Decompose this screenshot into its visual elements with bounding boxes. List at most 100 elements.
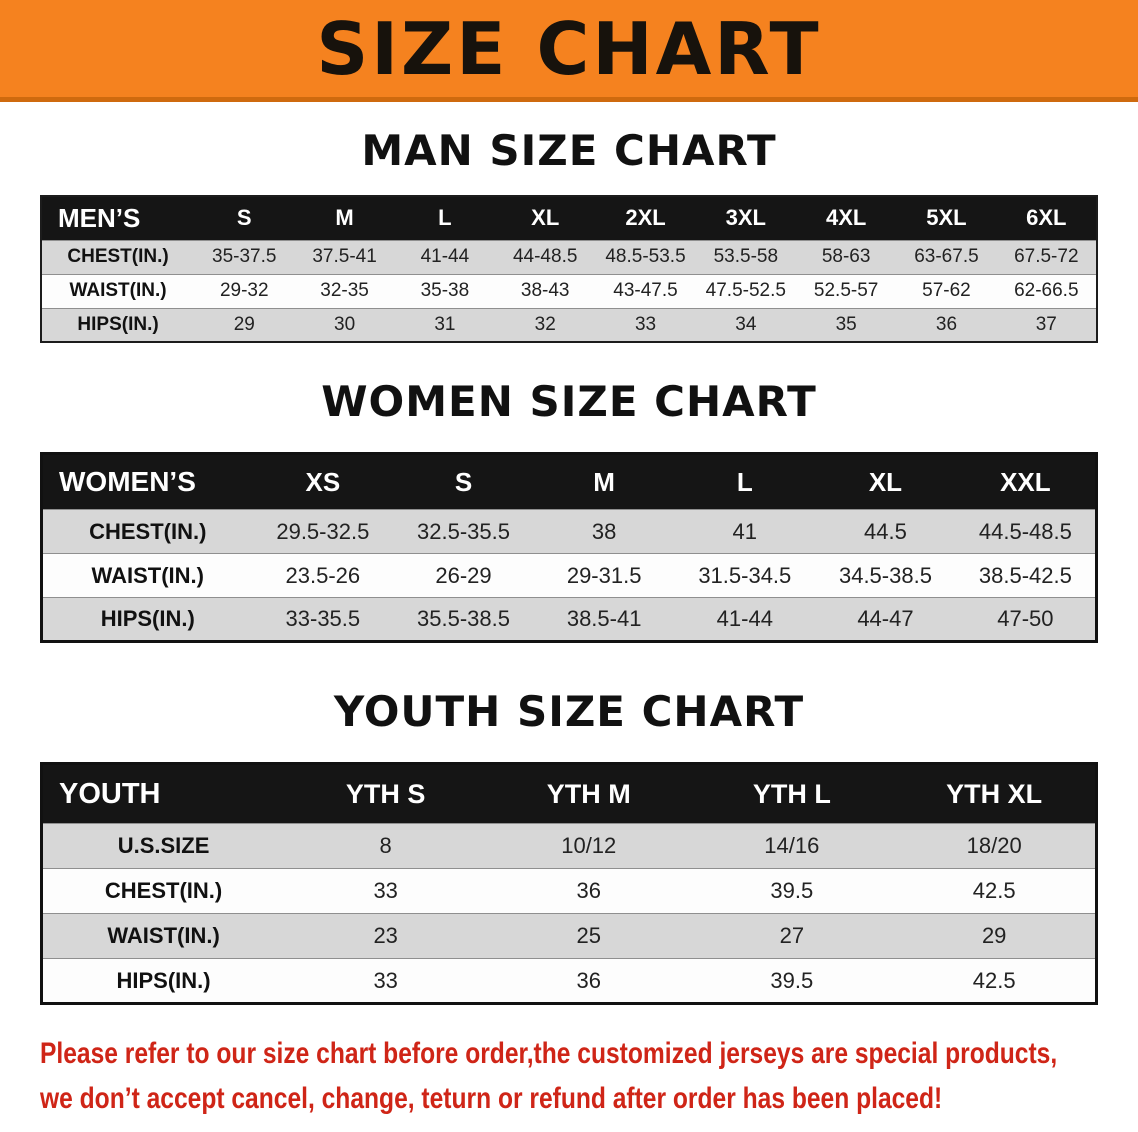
value-cell: 39.5 [690, 868, 894, 914]
measurement-row: WAIST(IN.) 29-32 32-35 35-38 38-43 43-47.5 47.… [41, 273, 1097, 308]
measurement-row: U.S.SIZE 8 10/12 14/16 18/20 [41, 823, 1097, 869]
measurement-row: HIPS(IN.) 33 36 39.5 42.5 [41, 958, 1097, 1004]
measurement-row: CHEST(IN.) 33 36 39.5 42.5 [41, 868, 1097, 914]
size-header-cell: XXL [955, 453, 1097, 510]
women-size-heading: WOMEN SIZE CHART [321, 377, 817, 426]
size-header-cell: XL [815, 453, 956, 510]
value-cell: 26-29 [393, 553, 534, 598]
measurement-row: CHEST(IN.) 29.5-32.5 32.5-35.5 38 41 44.5 44.5… [41, 509, 1097, 554]
value-cell: 31 [394, 307, 496, 342]
page-title: SIZE CHART [316, 6, 822, 91]
value-cell: 44-47 [815, 597, 956, 642]
row-label-cell: HIPS(IN.) [41, 307, 195, 342]
value-cell: 30 [294, 307, 395, 342]
value-cell: 38.5-42.5 [955, 553, 1097, 598]
value-cell: 23 [284, 913, 488, 959]
measurement-row: WAIST(IN.) 23 25 27 29 [41, 913, 1097, 959]
value-cell: 33-35.5 [252, 597, 394, 642]
size-header-cell: 3XL [695, 196, 796, 240]
size-header-cell: 2XL [595, 196, 696, 240]
size-header-cell: XL [495, 196, 596, 240]
value-cell: 27 [690, 913, 894, 959]
value-cell: 8 [284, 823, 488, 869]
value-cell: 37 [996, 307, 1097, 342]
value-cell: 32-35 [294, 273, 395, 308]
table-title-cell: YOUTH [41, 763, 285, 824]
value-cell: 29.5-32.5 [252, 509, 394, 554]
banner: SIZE CHART [0, 0, 1138, 102]
value-cell: 23.5-26 [252, 553, 394, 598]
size-header-cell: L [394, 196, 496, 240]
value-cell: 39.5 [690, 958, 894, 1004]
value-cell: 36 [487, 958, 691, 1004]
value-cell: 35-37.5 [194, 239, 295, 274]
measurement-row: HIPS(IN.) 29 30 31 32 33 34 35 36 37 [41, 307, 1097, 342]
youth-size-section: YOUTH SIZE CHART YOUTH YTH S YTH M YTH L YTH… [0, 687, 1138, 1005]
value-cell: 57-62 [896, 273, 997, 308]
row-label-cell: HIPS(IN.) [41, 597, 253, 642]
value-cell: 38 [533, 509, 675, 554]
size-header-cell: S [194, 196, 295, 240]
youth-size-heading: YOUTH SIZE CHART [333, 687, 805, 736]
value-cell: 29-32 [194, 273, 295, 308]
value-cell: 44.5-48.5 [955, 509, 1097, 554]
row-label-cell: U.S.SIZE [41, 823, 285, 869]
value-cell: 38.5-41 [533, 597, 675, 642]
table-title-cell: MEN’S [41, 196, 195, 240]
value-cell: 35-38 [394, 273, 496, 308]
row-label-cell: CHEST(IN.) [41, 868, 285, 914]
value-cell: 36 [896, 307, 997, 342]
row-label-cell: CHEST(IN.) [41, 509, 253, 554]
value-cell: 36 [487, 868, 691, 914]
value-cell: 37.5-41 [294, 239, 395, 274]
size-header-cell: M [533, 453, 675, 510]
value-cell: 63-67.5 [896, 239, 997, 274]
measurement-row: CHEST(IN.) 35-37.5 37.5-41 41-44 44-48.5 48.5… [41, 239, 1097, 274]
value-cell: 41 [674, 509, 816, 554]
row-label-cell: CHEST(IN.) [41, 239, 195, 274]
women-size-section: WOMEN SIZE CHART WOMEN’S XS S M L XL XXL CHEST(… [0, 377, 1138, 643]
size-header-cell: 5XL [896, 196, 997, 240]
value-cell: 25 [487, 913, 691, 959]
value-cell: 42.5 [893, 868, 1097, 914]
value-cell: 31.5-34.5 [674, 553, 816, 598]
disclaimer: Please refer to our size chart before or… [40, 1031, 1138, 1121]
row-label-cell: WAIST(IN.) [41, 553, 253, 598]
value-cell: 10/12 [487, 823, 691, 869]
table-header-row: WOMEN’S XS S M L XL XXL [41, 453, 1097, 510]
disclaimer-line-2: we don’t accept cancel, change, teturn o… [40, 1082, 943, 1115]
size-header-cell: S [393, 453, 534, 510]
value-cell: 29 [194, 307, 295, 342]
size-header-cell: YTH M [487, 763, 691, 824]
value-cell: 42.5 [893, 958, 1097, 1004]
value-cell: 34 [695, 307, 796, 342]
value-cell: 53.5-58 [695, 239, 796, 274]
size-header-cell: 4XL [795, 196, 897, 240]
row-label-cell: WAIST(IN.) [41, 913, 285, 959]
women-size-table: WOMEN’S XS S M L XL XXL CHEST(IN.) 29.5-32.5 32.5… [40, 452, 1098, 643]
value-cell: 35.5-38.5 [393, 597, 534, 642]
value-cell: 38-43 [495, 273, 596, 308]
disclaimer-line-1: Please refer to our size chart before or… [40, 1037, 1058, 1070]
row-label-cell: WAIST(IN.) [41, 273, 195, 308]
value-cell: 41-44 [394, 239, 496, 274]
value-cell: 67.5-72 [996, 239, 1097, 274]
value-cell: 29 [893, 913, 1097, 959]
value-cell: 58-63 [795, 239, 897, 274]
value-cell: 33 [284, 868, 488, 914]
size-header-cell: YTH XL [893, 763, 1097, 824]
size-header-cell: XS [252, 453, 394, 510]
measurement-row: HIPS(IN.) 33-35.5 35.5-38.5 38.5-41 41-44 44-… [41, 597, 1097, 642]
measurement-row: WAIST(IN.) 23.5-26 26-29 29-31.5 31.5-34.5 34… [41, 553, 1097, 598]
value-cell: 44-48.5 [495, 239, 596, 274]
value-cell: 33 [595, 307, 696, 342]
value-cell: 41-44 [674, 597, 816, 642]
value-cell: 48.5-53.5 [595, 239, 696, 274]
value-cell: 47.5-52.5 [695, 273, 796, 308]
value-cell: 29-31.5 [533, 553, 675, 598]
table-header-row: YOUTH YTH S YTH M YTH L YTH XL [41, 763, 1097, 824]
men-size-heading: MAN SIZE CHART [361, 126, 777, 175]
value-cell: 34.5-38.5 [815, 553, 956, 598]
size-header-cell: YTH S [284, 763, 488, 824]
